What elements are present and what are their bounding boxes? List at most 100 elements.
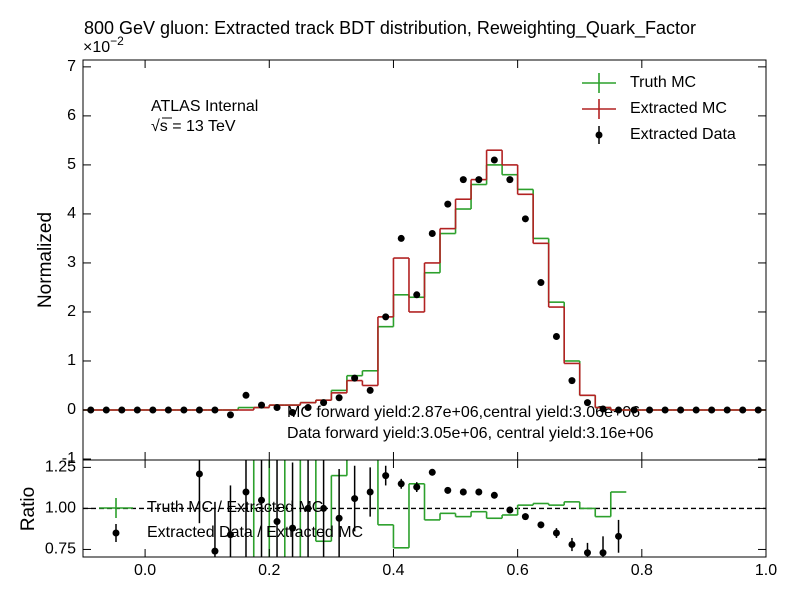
y-tick-label: 3 — [67, 254, 76, 271]
data-point — [615, 532, 623, 540]
y-tick-label: 5 — [67, 156, 76, 173]
annotation: ATLAS Internal — [151, 98, 258, 115]
y-tick-label: 0.75 — [45, 541, 76, 558]
data-point — [583, 549, 591, 557]
data-point — [149, 406, 157, 414]
x-tick-label: 0.8 — [631, 562, 653, 579]
data-point — [646, 406, 654, 414]
data-point — [521, 215, 529, 223]
data-point — [195, 406, 203, 414]
legend-label: Truth MC / Extracted MC — [147, 499, 323, 516]
data-point — [320, 504, 328, 512]
y-offset: ×10−2 — [83, 34, 124, 56]
data-point — [583, 399, 591, 407]
y-tick-label: 4 — [67, 205, 76, 222]
y-tick-label: 2 — [67, 303, 76, 320]
y-axis-label: Normalized — [35, 212, 56, 308]
data-point — [490, 491, 498, 499]
main-plot — [83, 149, 766, 419]
data-point — [413, 291, 421, 299]
data-point — [459, 488, 467, 496]
y-offset-exponent: −2 — [110, 34, 124, 48]
x-tick-label: 1.0 — [755, 562, 777, 579]
data-point — [351, 374, 359, 382]
data-point — [382, 472, 390, 480]
data-point — [304, 404, 312, 412]
data-point — [242, 391, 250, 399]
data-point — [118, 406, 126, 414]
data-point — [258, 401, 266, 409]
data-point — [692, 406, 700, 414]
data-point — [102, 406, 110, 414]
ratio-plot — [83, 460, 766, 557]
data-point — [506, 506, 514, 514]
data-point — [335, 394, 343, 402]
annotation: Data forward yield:3.05e+06, central yie… — [287, 425, 654, 442]
data-point — [708, 406, 716, 414]
y-axis-label: Ratio — [18, 487, 39, 531]
annotation: MC forward yield:2.87e+06,central yield:… — [287, 404, 640, 421]
chart-title: 800 GeV gluon: Extracted track BDT distr… — [84, 18, 696, 39]
data-point — [195, 470, 203, 478]
data-point — [413, 483, 421, 491]
data-point — [475, 176, 483, 184]
data-point — [180, 406, 188, 414]
data-point — [506, 176, 514, 184]
data-point — [739, 406, 747, 414]
data-point — [133, 406, 141, 414]
data-point — [475, 488, 483, 496]
data-point — [211, 547, 219, 555]
axes: -1 0 1 2 3 4 5 6 7 0.75 1.00 1.25 0.0 0.2 0.4 0.6 0.8 1.0… — [45, 58, 777, 579]
data-point — [366, 386, 374, 394]
legend-label: Truth MC — [630, 74, 696, 91]
legend-label: Extracted Data / Extracted MC — [147, 524, 363, 541]
y-tick-label: 1.25 — [45, 459, 76, 476]
y-tick-label: 1.00 — [45, 500, 76, 517]
data-point — [630, 406, 638, 414]
data-point — [226, 411, 234, 419]
data-point — [273, 518, 281, 526]
data-point — [397, 234, 405, 242]
data-point — [258, 496, 266, 504]
data-point — [164, 406, 172, 414]
data-point — [289, 524, 297, 532]
data-point — [273, 404, 281, 412]
ratio-frame — [82, 459, 767, 558]
data-point — [444, 486, 452, 494]
data-point — [351, 495, 359, 503]
legend-label: Extracted Data — [630, 126, 736, 143]
x-tick-label: 0.2 — [258, 562, 280, 579]
annotation: √s = 13 TeV — [151, 118, 236, 135]
data-point — [677, 406, 685, 414]
data-point — [335, 514, 343, 522]
y-tick-label: -1 — [62, 450, 76, 467]
data-point — [490, 156, 498, 164]
data-point — [444, 200, 452, 208]
data-point — [537, 521, 545, 529]
data-point — [552, 332, 560, 340]
x-tick-label: 0.4 — [382, 562, 404, 579]
data-point — [304, 504, 312, 512]
data-point — [428, 468, 436, 476]
x-tick-label: 0.0 — [134, 562, 156, 579]
y-tick-label: 6 — [67, 107, 76, 124]
data-point — [459, 176, 467, 184]
data-point — [320, 399, 328, 407]
y-tick-label: 0 — [67, 401, 76, 418]
data-point — [226, 531, 234, 539]
legend-label: Extracted MC — [630, 100, 727, 117]
data-point — [568, 541, 576, 549]
data-point — [723, 406, 731, 414]
data-point — [521, 513, 529, 521]
data-point — [289, 408, 297, 416]
data-point — [382, 313, 390, 321]
data-point — [242, 488, 250, 496]
y-tick-label: 1 — [67, 352, 76, 369]
data-point — [661, 406, 669, 414]
data-point — [537, 279, 545, 287]
data-point — [397, 480, 405, 488]
y-offset-base: ×10 — [83, 39, 110, 56]
data-point — [211, 406, 219, 414]
data-point — [428, 230, 436, 238]
